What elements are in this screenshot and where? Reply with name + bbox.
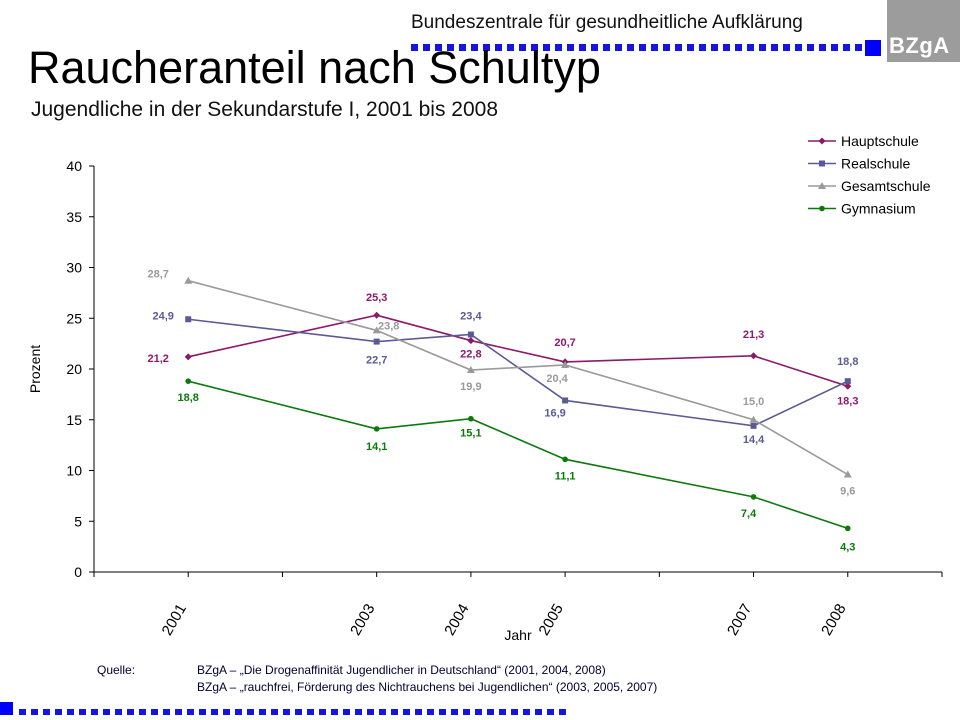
y-tick-label: 15: [66, 412, 82, 428]
blue-square-icon: [865, 40, 881, 56]
data-point-gymnasium: [185, 378, 192, 384]
data-point-realschule: [467, 331, 474, 338]
data-label-hauptschule: 20,7: [554, 337, 575, 349]
data-point-gesamtschule: [466, 366, 475, 374]
data-label-realschule: 16,9: [544, 407, 565, 419]
data-point-realschule: [562, 397, 569, 404]
data-label-gymnasium: 7,4: [741, 508, 757, 520]
data-label-realschule: 18,8: [837, 356, 858, 368]
data-point-realschule: [750, 422, 757, 429]
data-label-gymnasium: 4,3: [840, 541, 855, 553]
data-label-gesamtschule: 9,6: [840, 486, 855, 498]
x-tick-label: 2001: [159, 601, 190, 638]
series-line-gymnasium: [188, 380, 849, 530]
y-tick-label: 30: [66, 260, 82, 276]
data-label-hauptschule: 18,3: [837, 395, 858, 407]
data-point-hauptschule: [184, 353, 192, 361]
source-label: Quelle:: [97, 663, 136, 677]
data-label-gymnasium: 15,1: [460, 428, 481, 440]
data-label-gymnasium: 14,1: [366, 441, 387, 453]
data-label-gesamtschule: 15,0: [743, 396, 764, 408]
blue-square-icon-bottom: [0, 702, 13, 715]
data-label-gymnasium: 18,8: [178, 392, 199, 404]
data-point-gymnasium: [373, 426, 380, 432]
legend-marker-gymnasium: [819, 205, 825, 212]
data-label-hauptschule: 21,2: [148, 353, 169, 365]
data-point-gesamtschule: [843, 470, 852, 478]
data-label-hauptschule: 22,8: [460, 349, 481, 361]
legend-marker-realschule: [819, 160, 825, 167]
x-tick-label: 2007: [724, 601, 755, 638]
data-label-realschule: 22,7: [366, 355, 387, 367]
data-point-hauptschule: [844, 382, 852, 390]
data-label-gesamtschule: 19,9: [460, 381, 481, 393]
source-line-2: BZgA – „rauchfrei, Förderung des Nichtra…: [197, 680, 658, 694]
data-label-hauptschule: 21,3: [743, 329, 764, 341]
dotted-divider-bottom: [19, 709, 567, 715]
page-title: Raucheranteil nach Schultyp: [28, 42, 601, 93]
x-tick-label: 2003: [347, 601, 378, 638]
series-line-hauptschule: [188, 314, 849, 388]
data-point-gesamtschule: [749, 415, 758, 423]
x-axis-title: Jahr: [504, 627, 532, 643]
data-point-gymnasium: [844, 525, 851, 532]
data-label-gesamtschule: 23,8: [378, 320, 399, 332]
legend-marker-hauptschule: [818, 137, 826, 145]
data-point-hauptschule: [467, 337, 475, 345]
data-point-gesamtschule: [184, 276, 193, 284]
legend-label-realschule: Realschule: [841, 156, 910, 172]
y-tick-label: 5: [74, 513, 82, 529]
data-point-realschule: [373, 338, 380, 345]
data-point-gymnasium: [468, 415, 474, 422]
data-label-realschule: 23,4: [460, 310, 482, 322]
bzga-logo: BZgA: [889, 33, 950, 58]
data-point-realschule: [185, 316, 192, 323]
data-point-gymnasium: [562, 456, 568, 463]
data-label-realschule: 24,9: [153, 310, 174, 322]
y-tick-label: 35: [66, 209, 82, 225]
dotted-divider-top: [411, 44, 863, 51]
data-label-gymnasium: 11,1: [555, 470, 576, 482]
data-label-gesamtschule: 28,7: [148, 269, 169, 281]
legend-label-hauptschule: Hauptschule: [841, 133, 919, 149]
x-tick-label: 2004: [441, 601, 472, 638]
y-tick-label: 10: [66, 463, 82, 479]
data-label-gesamtschule: 20,4: [546, 373, 568, 385]
data-label-hauptschule: 25,3: [366, 292, 387, 304]
legend-label-gesamtschule: Gesamtschule: [841, 178, 931, 194]
source-line-1: BZgA – „Die Drogenaffinität Jugendlicher…: [197, 663, 606, 677]
data-point-gesamtschule: [372, 326, 381, 334]
legend-marker-gesamtschule: [818, 182, 826, 189]
page-subtitle: Jugendliche in der Sekundarstufe I, 2001…: [31, 98, 498, 121]
legend-label-gymnasium: Gymnasium: [841, 201, 916, 217]
x-tick-label: 2005: [536, 601, 567, 638]
data-point-realschule: [844, 378, 851, 385]
y-tick-label: 0: [74, 564, 82, 580]
organization-name: Bundeszentrale für gesundheitliche Aufkl…: [411, 12, 803, 33]
data-point-hauptschule: [750, 352, 758, 360]
logo-background: [887, 0, 960, 62]
y-axis-title: Prozent: [27, 345, 43, 393]
data-point-hauptschule: [373, 311, 381, 319]
data-point-gymnasium: [750, 494, 757, 500]
y-tick-label: 25: [66, 310, 82, 326]
y-tick-label: 40: [66, 158, 82, 174]
data-label-realschule: 14,4: [743, 434, 765, 446]
x-tick-label: 2008: [818, 601, 849, 638]
series-line-gesamtschule: [188, 279, 849, 476]
y-tick-label: 20: [66, 361, 82, 377]
data-point-gesamtschule: [561, 360, 570, 368]
